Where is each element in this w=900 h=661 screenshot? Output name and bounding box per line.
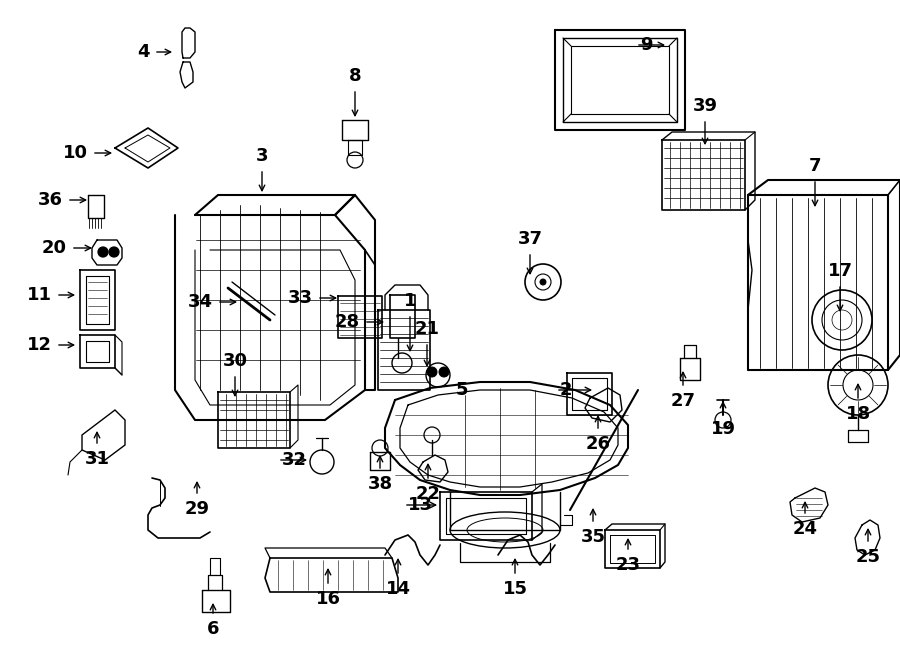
Text: 37: 37 — [518, 230, 543, 248]
Text: 21: 21 — [415, 320, 439, 338]
Circle shape — [540, 279, 546, 285]
Text: 8: 8 — [348, 67, 361, 85]
Text: 22: 22 — [416, 485, 440, 503]
Text: 16: 16 — [316, 590, 340, 608]
Text: 3: 3 — [256, 147, 268, 165]
Text: 1: 1 — [404, 292, 416, 310]
Text: 26: 26 — [586, 435, 610, 453]
Text: 7: 7 — [809, 157, 821, 175]
Text: 18: 18 — [845, 405, 870, 423]
Text: 30: 30 — [222, 352, 248, 370]
Text: 19: 19 — [710, 420, 735, 438]
Text: 25: 25 — [856, 548, 880, 566]
Circle shape — [109, 247, 119, 257]
Text: 32: 32 — [282, 451, 307, 469]
Text: 4: 4 — [138, 43, 150, 61]
Text: 13: 13 — [408, 496, 433, 514]
Text: 38: 38 — [367, 475, 392, 493]
Text: 36: 36 — [38, 191, 63, 209]
Text: 39: 39 — [692, 97, 717, 115]
Circle shape — [427, 367, 437, 377]
Text: 34: 34 — [188, 293, 213, 311]
Text: 14: 14 — [385, 580, 410, 598]
Text: 5: 5 — [455, 381, 468, 399]
Text: 33: 33 — [288, 289, 313, 307]
Circle shape — [98, 247, 108, 257]
Text: 27: 27 — [670, 392, 696, 410]
Text: 20: 20 — [42, 239, 67, 257]
Text: 2: 2 — [560, 381, 572, 399]
Text: 10: 10 — [63, 144, 88, 162]
Text: 23: 23 — [616, 556, 641, 574]
Text: 11: 11 — [27, 286, 52, 304]
Text: 15: 15 — [502, 580, 527, 598]
Text: 29: 29 — [184, 500, 210, 518]
Text: 28: 28 — [335, 313, 360, 331]
Text: 24: 24 — [793, 520, 817, 538]
Text: 12: 12 — [27, 336, 52, 354]
Text: 6: 6 — [207, 620, 220, 638]
Text: 9: 9 — [640, 36, 652, 54]
Text: 35: 35 — [580, 528, 606, 546]
Text: 17: 17 — [827, 262, 852, 280]
Circle shape — [439, 367, 449, 377]
Text: 31: 31 — [85, 450, 110, 468]
